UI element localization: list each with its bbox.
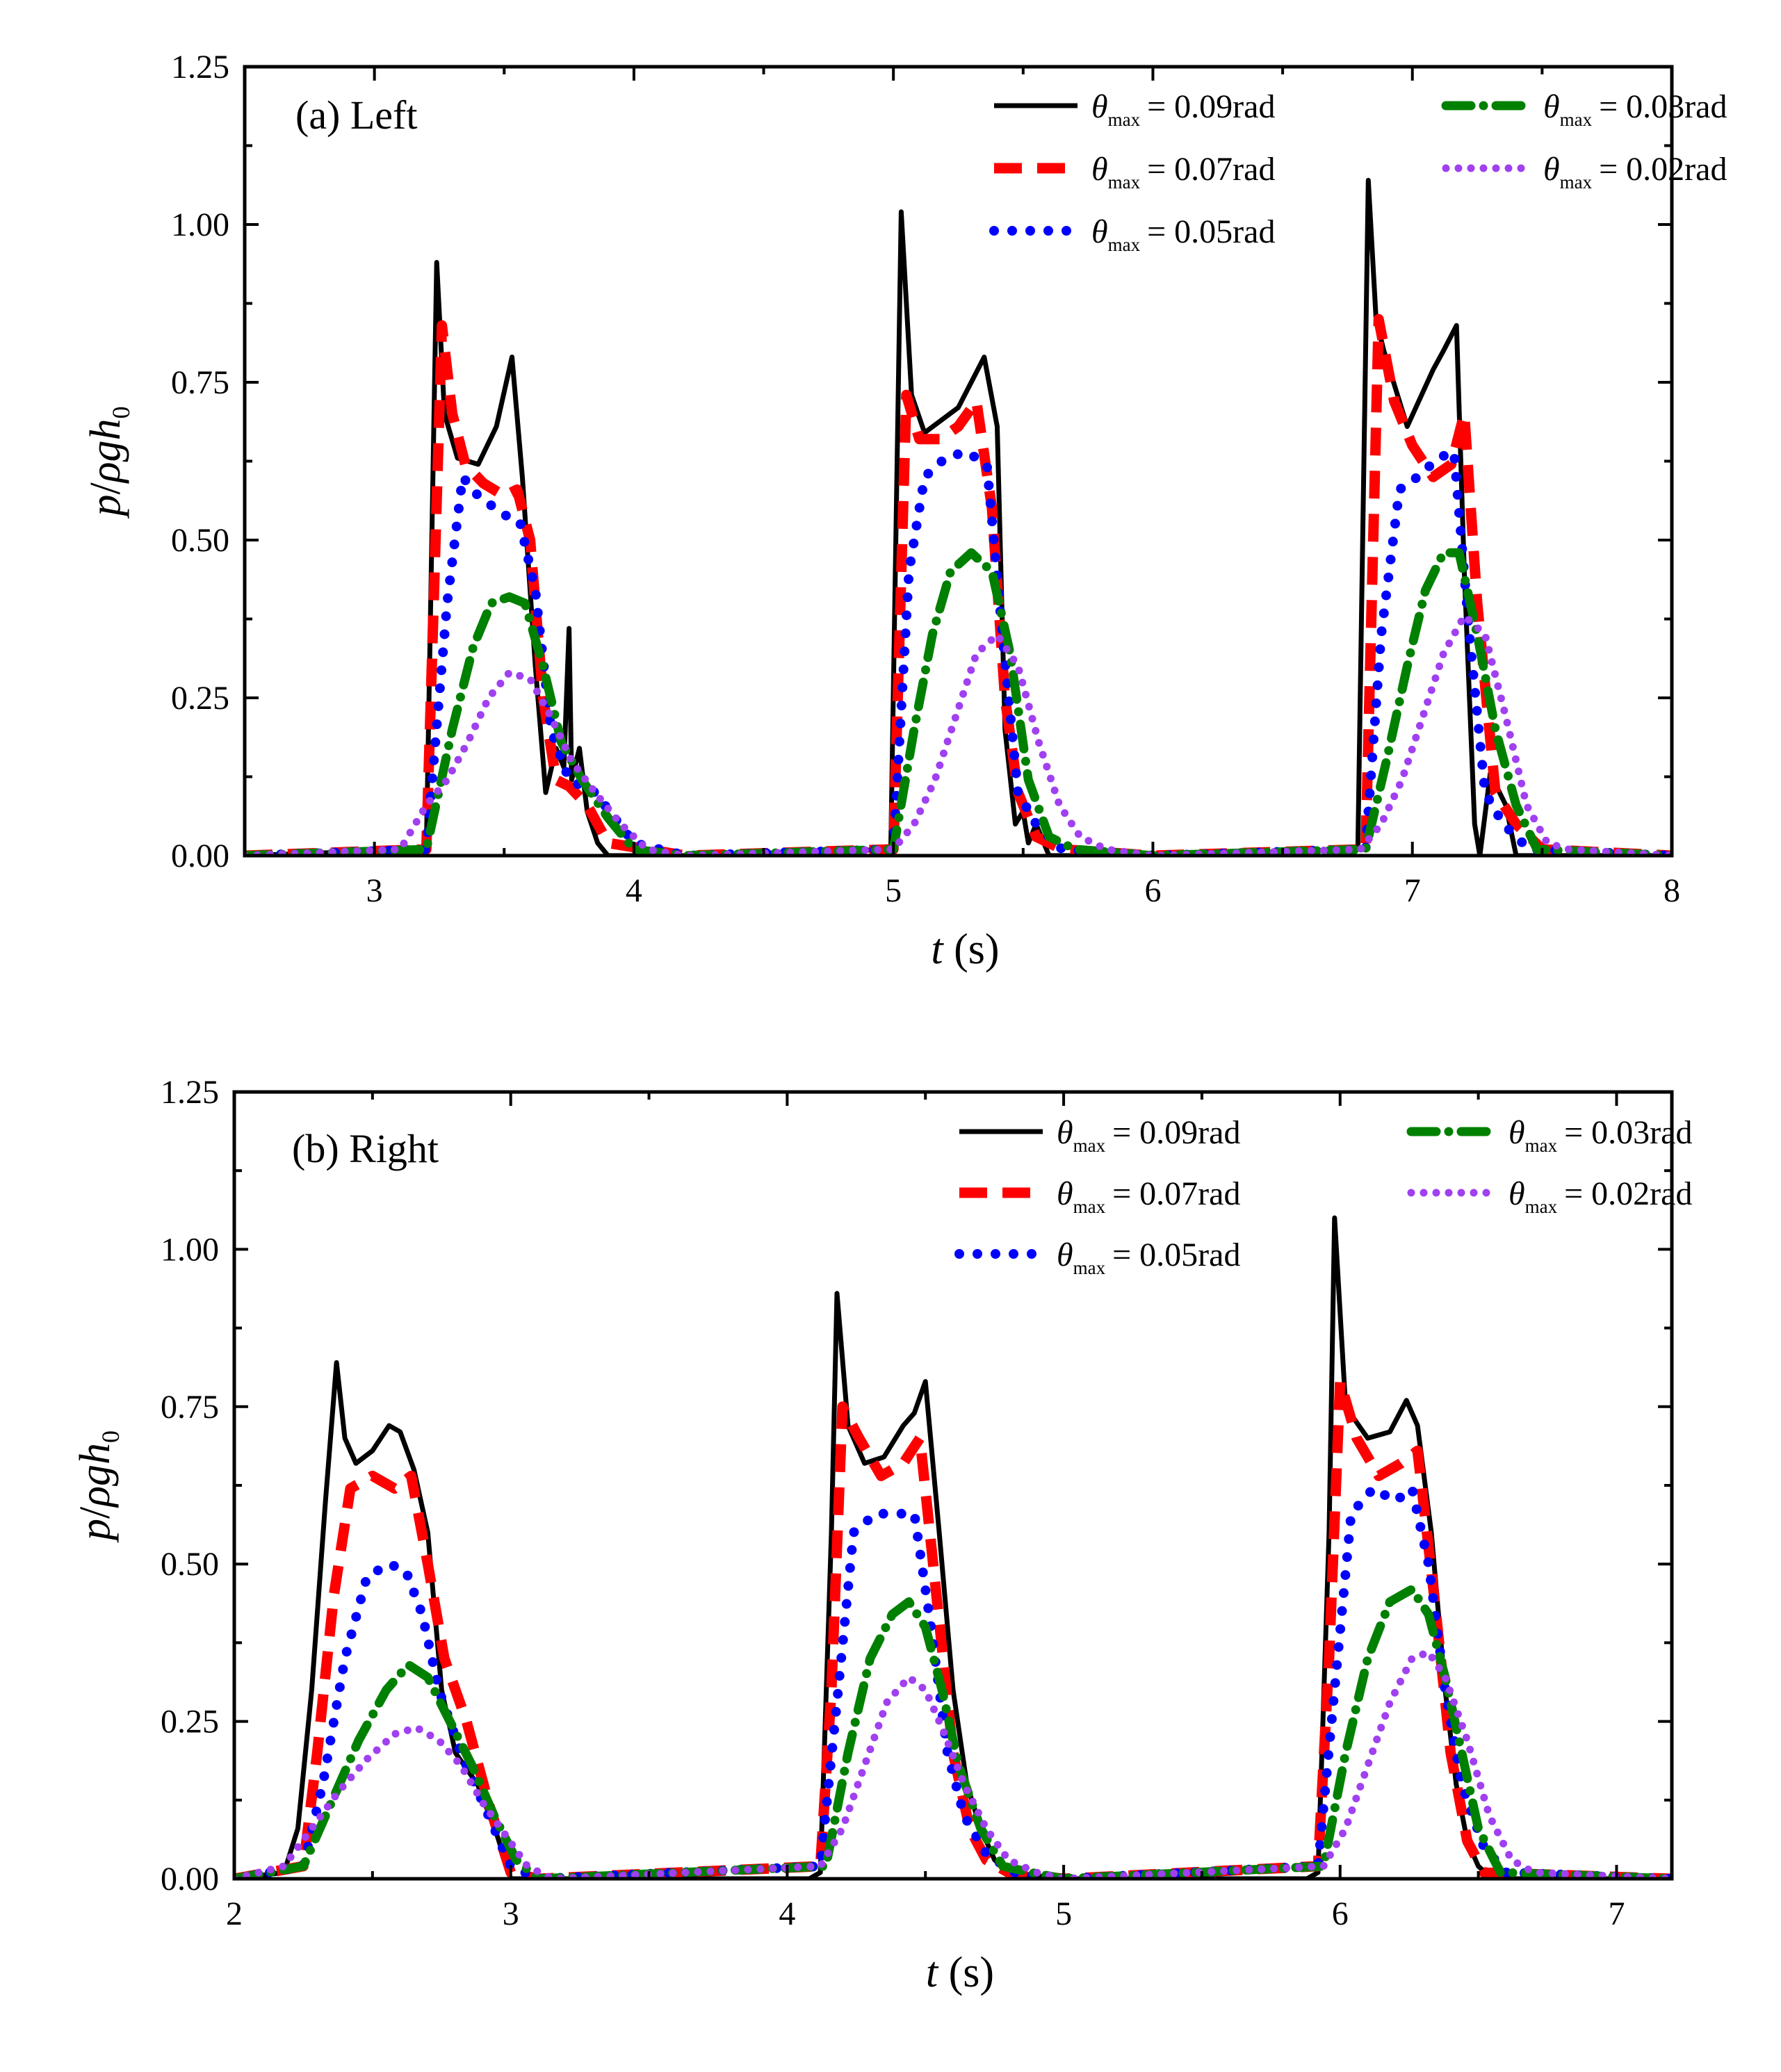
y-tick-label: 0.25 [171,680,229,717]
y-tick-label: 0.50 [161,1546,219,1583]
panel-b: 0.00 0.25 0.50 0.75 1.00 1.25 2 3 4 5 6 7 t (s) p/ρgh… [72,1074,1692,1996]
legend-label: θmax = 0.05rad [1091,213,1275,255]
series-line-2 [234,1376,1672,1880]
panel-a: 0.00 0.25 0.50 0.75 1.00 1.25 3 4 5 6 7 8 t (s) p/ρgh… [82,49,1727,973]
y-tick-label: 0.75 [171,364,229,401]
y-tick-label: 0.75 [161,1389,219,1426]
x-tick-label: 7 [1404,872,1421,909]
legend-item-3: θmax = 0.05rad [954,1237,1240,1278]
legend-label: θmax = 0.07rad [1091,151,1275,193]
x-tick-label: 4 [779,1895,795,1932]
legend-label: θmax = 0.05rad [1057,1237,1240,1278]
y-tick-label: 0.00 [171,838,229,874]
series-line-5 [234,1648,1672,1880]
y-axis-title: p/ρgh0 [82,407,135,519]
series-group [234,1215,1672,1880]
y-tick-label: 1.00 [161,1231,219,1268]
x-axis-title: t (s) [926,1949,994,1996]
legend-label: θmax = 0.03rad [1543,88,1727,130]
x-tick-label: 3 [366,872,383,909]
legend-label: θmax = 0.03rad [1508,1114,1692,1156]
legend-item-2: θmax = 0.07rad [959,1175,1240,1217]
y-tick-label: 0.25 [161,1704,219,1740]
legend-item-4: θmax = 0.03rad [1406,1114,1692,1156]
x-tick-label: 7 [1608,1895,1625,1932]
series-line-1 [234,1215,1672,1880]
x-tick-label: 5 [885,872,902,909]
legend-item-5: θmax = 0.02rad [1442,151,1727,193]
legend-label: θmax = 0.07rad [1057,1175,1240,1217]
panel-label: (b) Right [292,1126,439,1171]
legend-item-5: θmax = 0.02rad [1407,1175,1692,1217]
legend-item-2: θmax = 0.07rad [994,151,1275,193]
y-tick-label: 0.50 [171,522,229,559]
legend-item-1: θmax = 0.09rad [994,88,1275,130]
x-tick-label: 4 [626,872,642,909]
x-tick-label: 6 [1144,872,1161,909]
y-tick-label: 1.25 [171,49,229,85]
series-line-2 [245,313,1672,857]
x-tick-label: 6 [1332,1895,1349,1932]
series-group [245,177,1672,857]
series-line-5 [245,612,1672,857]
legend-label: θmax = 0.02rad [1508,1175,1692,1217]
series-line-4 [234,1584,1672,1880]
x-tick-label: 8 [1664,872,1680,909]
legend-item-4: θmax = 0.03rad [1441,88,1727,130]
legend-item-3: θmax = 0.05rad [989,213,1275,255]
legend-label: θmax = 0.09rad [1091,88,1275,130]
series-line-1 [245,177,1672,857]
x-axis-title: t (s) [931,926,999,973]
series-line-3 [234,1483,1672,1880]
series-line-4 [245,548,1672,857]
x-tick-label: 2 [226,1895,243,1932]
legend-label: θmax = 0.09rad [1057,1114,1240,1156]
legend-item-1: θmax = 0.09rad [959,1114,1240,1156]
y-tick-label: 1.00 [171,206,229,243]
series-line-3 [245,446,1672,857]
x-tick-label: 5 [1055,1895,1072,1932]
y-tick-label: 0.00 [161,1861,219,1898]
y-tick-label: 1.25 [161,1074,219,1111]
panel-label: (a) Left [295,92,417,138]
x-tick-label: 3 [503,1895,519,1932]
legend-label: θmax = 0.02rad [1543,151,1727,193]
y-axis-title: p/ρgh0 [72,1430,124,1543]
